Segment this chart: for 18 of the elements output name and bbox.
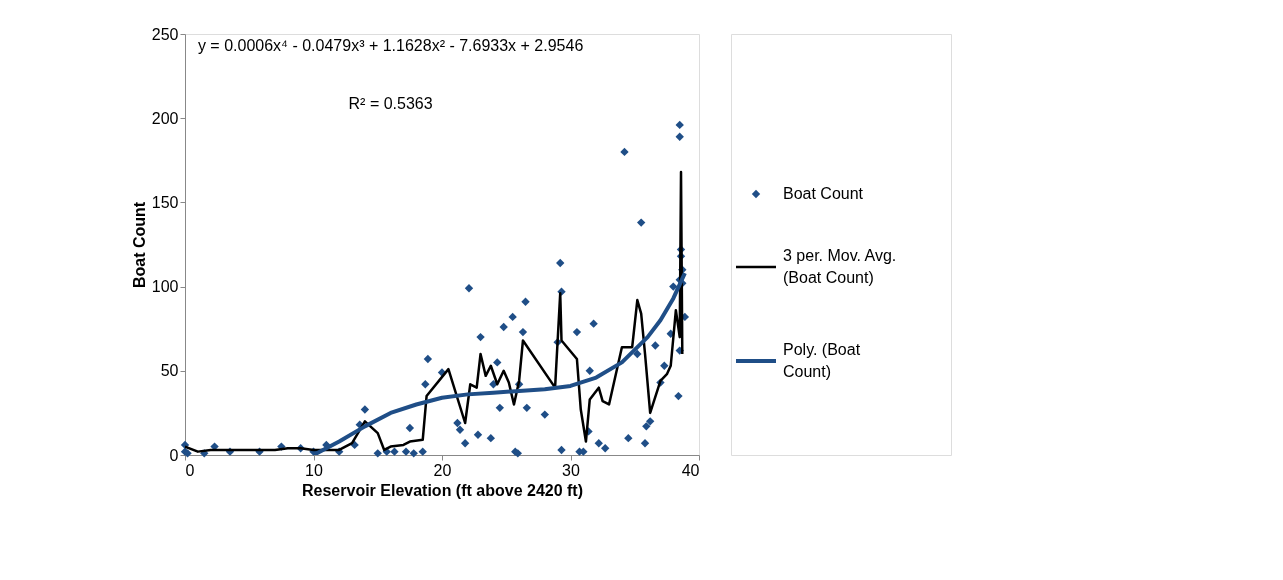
y-axis-title: Boat Count (130, 201, 148, 289)
annotation: R² = 0.5363 (348, 95, 433, 112)
y-tick-label: 250 (151, 25, 179, 43)
y-tick-label: 0 (169, 446, 179, 464)
legend-label: Poly. (Boat Count) (783, 341, 861, 380)
annotation: y = 0.0006x⁴ - 0.0479x³ + 1.1628x² - 7.6933x + 2.9546 (197, 37, 584, 54)
x-tick-label: 20 (433, 461, 452, 479)
y-tick-label: 150 (151, 193, 179, 211)
legend-label: 3 per. Mov. Avg. (Boat Count) (783, 247, 897, 286)
x-tick-label: 40 (681, 461, 700, 479)
y-tick-label: 200 (151, 109, 179, 127)
x-tick-label: 10 (305, 461, 323, 479)
legend-label: Boat Count (783, 185, 864, 202)
x-axis-title: Reservoir Elevation (ft above 2420 ft) (302, 481, 583, 499)
y-tick-label: 50 (160, 362, 179, 380)
y-tick-label: 100 (151, 278, 179, 296)
x-tick-label: 30 (562, 461, 580, 479)
x-tick-label: 0 (185, 461, 195, 479)
